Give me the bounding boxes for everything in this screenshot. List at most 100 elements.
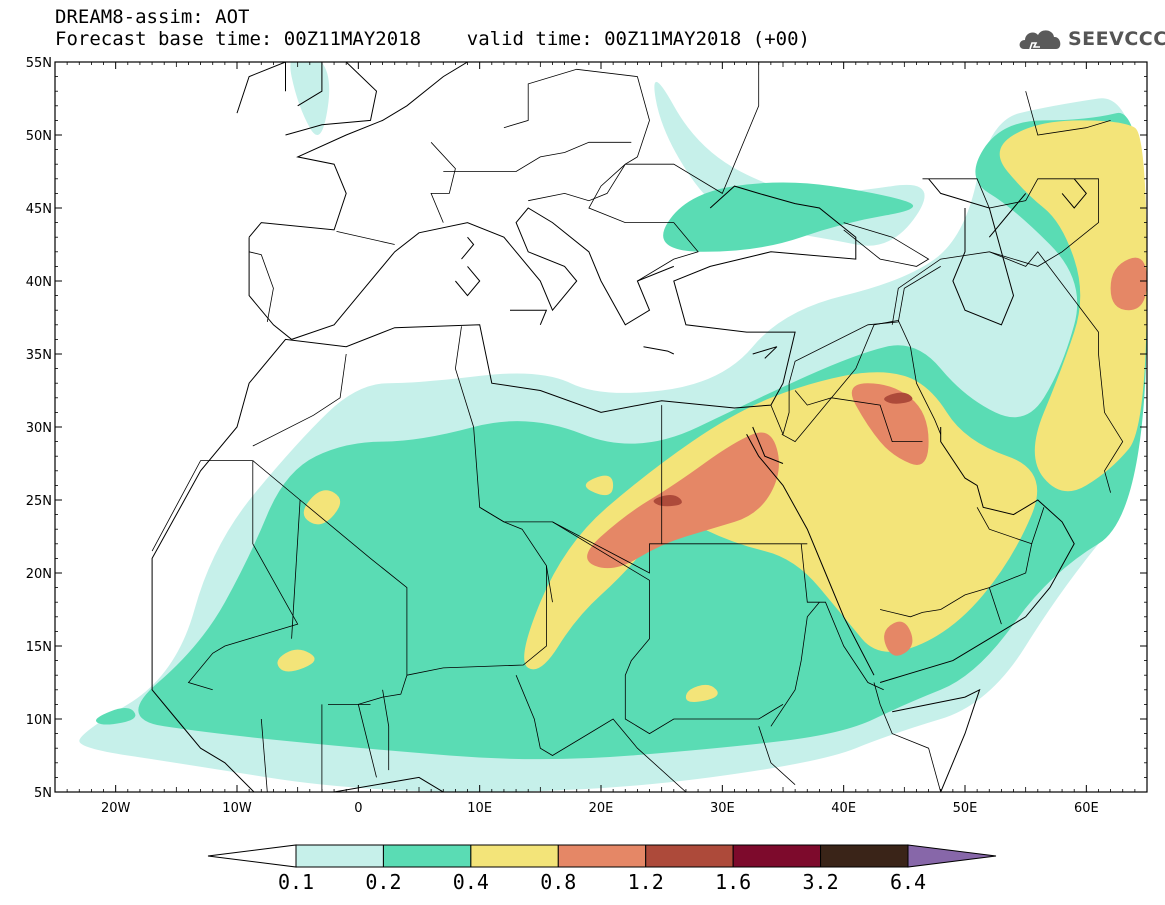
aot-region-0p8 (587, 432, 779, 569)
lon-tick-label: 30E (710, 801, 735, 816)
country-border (479, 506, 553, 603)
lat-tick-label: 10N (26, 713, 52, 728)
lon-tick-label: 20W (101, 801, 131, 816)
country-border (873, 319, 942, 435)
coastline (248, 207, 674, 340)
colorbar-label: 6.4 (890, 870, 926, 894)
aot-region-0p4 (303, 490, 341, 525)
lat-tick-label: 15N (26, 640, 52, 655)
country-border (503, 68, 650, 202)
coastline (455, 266, 481, 297)
aot-region-0p4 (999, 120, 1147, 492)
lat-tick-label: 55N (26, 56, 52, 71)
lon-tick-label: 50E (953, 801, 978, 816)
forecast-time-subtitle: Forecast base time: 00Z11MAY2018 valid t… (55, 28, 810, 50)
colorbar-segment (470, 844, 559, 868)
aot-region-0p8 (1110, 257, 1147, 311)
country-border (252, 353, 347, 447)
coastline (643, 346, 675, 355)
longitude-axis: 20W 10W 0 10E 20E 30E 40E 50E 60E (54, 62, 1148, 816)
borders-layer (151, 62, 1124, 792)
country-border (187, 460, 299, 691)
country-border (588, 62, 760, 282)
aot-region-1p2 (884, 392, 913, 404)
lat-tick-label: 30N (26, 421, 52, 436)
coastline (461, 236, 475, 260)
country-border (988, 587, 1002, 625)
colorbar-label: 1.2 (628, 870, 664, 894)
colorbar-segment (732, 844, 822, 868)
lat-tick-label: 25N (26, 494, 52, 509)
colorbar-label: 0.8 (540, 870, 576, 894)
colorbar-label: 0.4 (453, 870, 489, 894)
lon-tick-label: 60E (1074, 801, 1099, 816)
country-border (831, 397, 923, 442)
country-border (1031, 507, 1045, 544)
lat-tick-label: 35N (26, 348, 52, 363)
country-border (252, 460, 408, 676)
colorbar-segment-max (907, 844, 997, 868)
colorbar-segment-min (207, 844, 297, 868)
lon-tick-label: 40E (831, 801, 856, 816)
lat-tick-label: 5N (34, 786, 52, 801)
colorbar-segment (820, 844, 909, 868)
country-border (249, 251, 274, 322)
aot-region-0p8 (884, 621, 913, 656)
country-border (151, 460, 253, 552)
aot-region-0p2 (663, 182, 914, 252)
country-border (336, 231, 395, 245)
aot-region-1p2 (653, 494, 682, 507)
lon-tick-label: 10W (222, 801, 252, 816)
colorbar-segment (382, 844, 472, 868)
colorbar: 0.1 0.2 0.4 0.8 1.2 1.6 3.2 6.4 (207, 844, 997, 894)
seevccc-logo: SEEVCCC (1016, 22, 1165, 56)
coastline (752, 426, 784, 464)
aot-region-0p2 (95, 708, 136, 725)
colorbar-label: 0.1 (278, 870, 314, 894)
coastline (510, 309, 548, 325)
coastline (752, 346, 778, 359)
lon-tick-label: 10E (467, 801, 492, 816)
lat-tick-label: 45N (26, 202, 52, 217)
cloud-icon (1019, 30, 1061, 50)
coastline (248, 62, 468, 238)
coastline (285, 62, 378, 136)
logo-text: SEEVCCC (1068, 28, 1165, 50)
map-title: DREAM8-assim: AOT (55, 6, 250, 28)
lat-tick-label: 40N (26, 275, 52, 290)
lon-tick-label: 20E (589, 801, 614, 816)
aot-region-0p4 (277, 649, 315, 672)
country-border (873, 682, 942, 792)
coastline (1061, 178, 1087, 209)
coastline (928, 178, 1015, 326)
country-border (770, 601, 820, 727)
country-border (552, 521, 784, 735)
colorbar-segment (295, 844, 384, 868)
country-border (843, 222, 930, 267)
colorbar-segment (557, 844, 647, 868)
aot-contour-fields (79, 62, 1147, 792)
country-border (328, 675, 408, 705)
country-border (891, 251, 1124, 493)
coastline (988, 193, 1027, 238)
country-border (443, 141, 632, 172)
country-border (758, 726, 796, 785)
country-border (454, 326, 663, 574)
coastline (236, 62, 286, 114)
coastline (879, 427, 1075, 683)
country-border (1025, 91, 1111, 136)
lon-tick-label: 0 (354, 801, 362, 816)
aot-region-0p4 (685, 684, 718, 702)
country-border (406, 565, 547, 676)
colorbar-label: 3.2 (803, 870, 839, 894)
country-border (430, 142, 456, 223)
colorbar-segment (645, 844, 734, 868)
coastline (746, 434, 875, 676)
country-border (770, 266, 941, 436)
country-border (515, 675, 687, 792)
country-border (291, 499, 301, 639)
country-border (880, 507, 1033, 618)
coastline (892, 688, 981, 792)
coastline (151, 646, 445, 792)
